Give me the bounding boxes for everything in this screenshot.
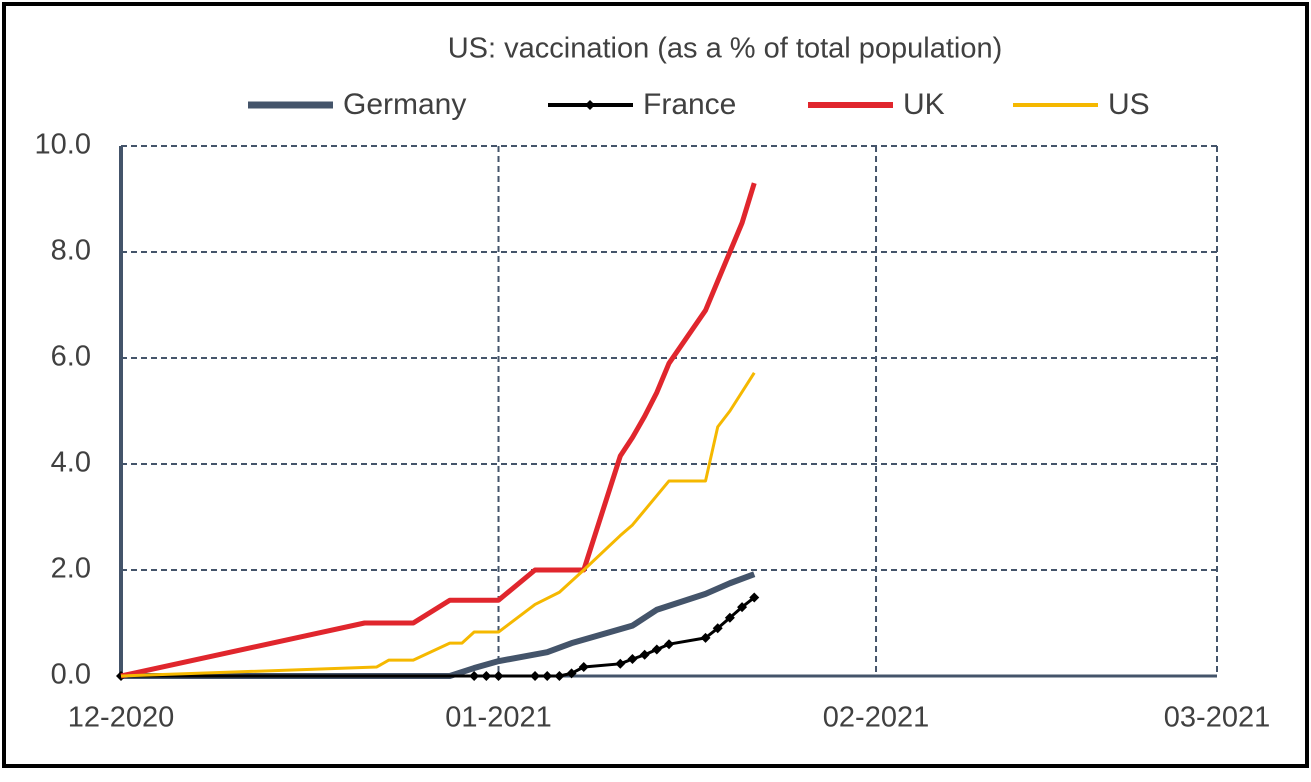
point-marker xyxy=(651,644,662,655)
point-marker xyxy=(530,671,541,681)
point-marker xyxy=(724,612,735,623)
legend-label: Germany xyxy=(343,88,466,121)
point-marker xyxy=(469,671,480,681)
y-tick-label: 4.0 xyxy=(51,447,91,479)
y-tick-label: 2.0 xyxy=(51,553,91,585)
point-marker xyxy=(712,623,723,634)
frame xyxy=(2,2,1309,768)
series-line xyxy=(121,571,756,679)
point-marker xyxy=(615,658,626,669)
point-marker xyxy=(664,639,674,650)
point-marker xyxy=(627,654,638,665)
point-marker xyxy=(749,592,760,603)
y-tick-label: 8.0 xyxy=(51,235,91,267)
point-marker xyxy=(554,671,565,681)
chart-title: US: vaccination (as a % of total populat… xyxy=(448,33,1003,65)
legend-marker xyxy=(585,100,595,110)
series-line xyxy=(120,372,756,678)
point-marker xyxy=(493,671,504,681)
legend-label: US xyxy=(1108,88,1150,121)
point-marker xyxy=(639,649,650,660)
point-marker xyxy=(542,671,553,681)
point-marker xyxy=(700,632,711,643)
x-tick-label: 12-2020 xyxy=(68,702,174,734)
point-marker xyxy=(737,602,748,613)
point-marker xyxy=(481,671,492,681)
y-tick-label: 10.0 xyxy=(35,129,91,161)
y-tick-label: 0.0 xyxy=(51,659,91,691)
point-marker xyxy=(566,668,577,679)
x-tick-label: 03-2021 xyxy=(1164,702,1270,734)
legend-label: France xyxy=(643,88,736,121)
y-tick-label: 6.0 xyxy=(51,341,91,373)
point-marker xyxy=(578,661,589,672)
x-tick-label: 02-2021 xyxy=(823,702,929,734)
series-line xyxy=(120,182,757,679)
x-tick-label: 01-2021 xyxy=(445,702,551,734)
legend-label: UK xyxy=(903,88,945,121)
